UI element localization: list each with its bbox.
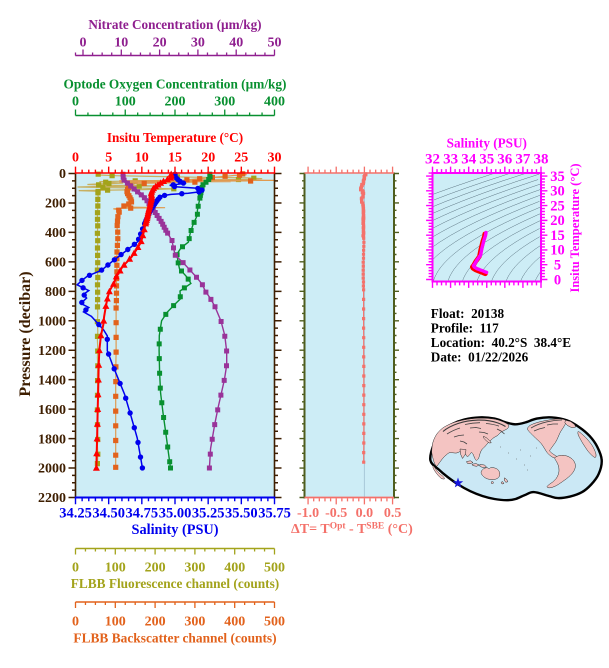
svg-text:10: 10 <box>135 151 149 166</box>
svg-text:34: 34 <box>461 152 477 168</box>
svg-text:36: 36 <box>497 152 513 168</box>
svg-text:100: 100 <box>115 95 136 110</box>
svg-text:600: 600 <box>45 256 66 271</box>
svg-text:30: 30 <box>268 151 282 166</box>
svg-text:25: 25 <box>234 151 248 166</box>
svg-text:10: 10 <box>114 36 128 51</box>
svg-text:15: 15 <box>550 228 565 244</box>
svg-text:10: 10 <box>550 243 565 259</box>
svg-text:200: 200 <box>45 197 66 212</box>
svg-text:800: 800 <box>45 285 66 300</box>
svg-text:0: 0 <box>72 151 79 166</box>
svg-text:100: 100 <box>105 615 126 630</box>
svg-text:400: 400 <box>45 226 66 241</box>
svg-text:35.00: 35.00 <box>159 506 192 522</box>
svg-text:ΔT= TOpt - TSBE (°C): ΔT= TOpt - TSBE (°C) <box>291 522 413 538</box>
svg-text:5: 5 <box>105 151 112 166</box>
svg-text:50: 50 <box>268 36 282 51</box>
svg-text:30: 30 <box>550 184 565 200</box>
svg-text:37: 37 <box>515 152 531 168</box>
svg-text:2200: 2200 <box>38 491 66 506</box>
svg-text:0: 0 <box>72 561 79 576</box>
svg-text:1200: 1200 <box>38 344 66 359</box>
svg-text:30: 30 <box>191 36 205 51</box>
svg-text:38: 38 <box>534 152 549 168</box>
svg-text:Salinity (PSU): Salinity (PSU) <box>132 522 219 538</box>
svg-text:15: 15 <box>168 151 182 166</box>
svg-text:34.50: 34.50 <box>92 506 125 522</box>
svg-text:0.0: 0.0 <box>356 506 374 521</box>
svg-text:FLBB Backscatter channel (coun: FLBB Backscatter channel (counts) <box>73 631 276 646</box>
svg-text:200: 200 <box>145 615 166 630</box>
svg-text:300: 300 <box>214 95 235 110</box>
svg-text:2000: 2000 <box>38 462 66 477</box>
svg-text:400: 400 <box>264 95 285 110</box>
svg-text:1000: 1000 <box>38 315 66 330</box>
svg-text:0: 0 <box>72 615 79 630</box>
svg-text:500: 500 <box>264 615 285 630</box>
svg-text:100: 100 <box>105 561 126 576</box>
svg-text:35.75: 35.75 <box>258 506 291 522</box>
svg-text:Float: 20138: Float: 20138 <box>431 306 505 321</box>
svg-text:1400: 1400 <box>38 373 66 388</box>
svg-text:Nitrate Concentration (µm/kg): Nitrate Concentration (µm/kg) <box>88 17 261 32</box>
svg-text:Insitu Temperature (°C): Insitu Temperature (°C) <box>568 163 582 292</box>
svg-text:20: 20 <box>550 213 565 229</box>
svg-text:35.25: 35.25 <box>192 506 225 522</box>
svg-text:400: 400 <box>224 615 245 630</box>
svg-text:32: 32 <box>425 152 440 168</box>
svg-text:Profile: 117: Profile: 117 <box>431 321 499 336</box>
svg-text:Optode Oxygen Concentration (µ: Optode Oxygen Concentration (µm/kg) <box>64 77 287 92</box>
svg-text:35: 35 <box>479 152 494 168</box>
svg-text:Location: 40.2°S 38.4°E: Location: 40.2°S 38.4°E <box>431 335 571 350</box>
svg-text:34.75: 34.75 <box>125 506 158 522</box>
svg-text:40: 40 <box>229 36 243 51</box>
svg-text:FLBB Fluorescence channel (cou: FLBB Fluorescence channel (counts) <box>71 576 279 591</box>
svg-text:34.25: 34.25 <box>59 506 92 522</box>
svg-text:0.5: 0.5 <box>384 506 402 521</box>
svg-text:35: 35 <box>550 169 565 185</box>
svg-text:20: 20 <box>201 151 215 166</box>
svg-text:0: 0 <box>59 167 66 182</box>
svg-text:20: 20 <box>153 36 167 51</box>
svg-text:-0.5: -0.5 <box>325 506 347 521</box>
svg-text:1600: 1600 <box>38 403 66 418</box>
svg-text:33: 33 <box>443 152 458 168</box>
svg-text:300: 300 <box>184 615 205 630</box>
svg-text:25: 25 <box>550 198 565 214</box>
svg-text:-1.0: -1.0 <box>297 506 319 521</box>
svg-text:500: 500 <box>264 561 285 576</box>
svg-text:0: 0 <box>72 95 79 110</box>
svg-text:400: 400 <box>224 561 245 576</box>
svg-text:300: 300 <box>184 561 205 576</box>
svg-text:Salinity (PSU): Salinity (PSU) <box>447 136 527 151</box>
svg-text:200: 200 <box>165 95 186 110</box>
svg-text:Date: 01/22/2026: Date: 01/22/2026 <box>431 350 529 365</box>
svg-text:0: 0 <box>554 272 561 288</box>
svg-text:200: 200 <box>145 561 166 576</box>
svg-text:Pressure (decibar): Pressure (decibar) <box>17 271 34 396</box>
svg-text:0: 0 <box>80 36 87 51</box>
svg-text:5: 5 <box>554 258 561 274</box>
svg-text:Insitu Temperature (°C): Insitu Temperature (°C) <box>107 130 243 145</box>
svg-text:35.50: 35.50 <box>225 506 258 522</box>
svg-text:1800: 1800 <box>38 432 66 447</box>
